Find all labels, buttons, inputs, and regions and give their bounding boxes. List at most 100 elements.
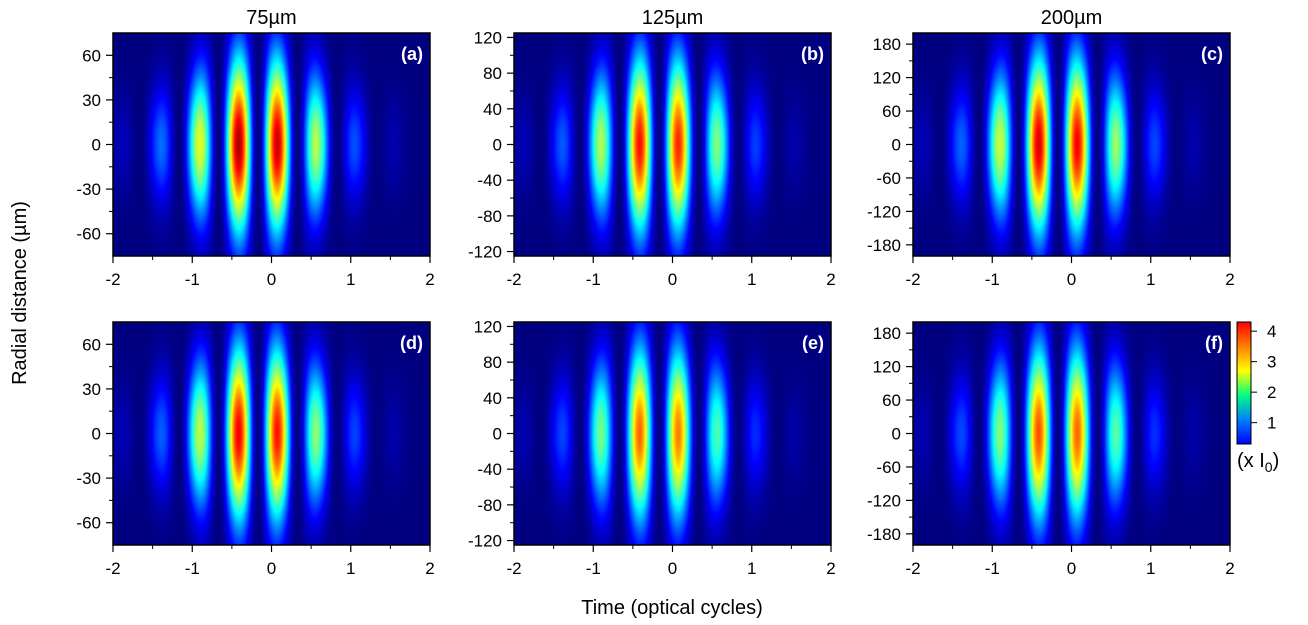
panel-label: (d) (400, 333, 423, 353)
y-tick-label: 0 (493, 136, 502, 155)
colorbar-ticks: 1 2 3 4 (1251, 322, 1276, 433)
panel-d: -2 -1 0 1 2 -60 -30 0 30 60 (d) (76, 321, 435, 578)
x-tick-label: 1 (1146, 270, 1155, 289)
panel-label: (b) (801, 44, 824, 64)
y-tick-label: 120 (873, 69, 901, 88)
heatmap-image (514, 33, 831, 256)
x-tick-label: 1 (1146, 559, 1155, 578)
colorbar-unit-subscript: 0 (1265, 459, 1273, 475)
column-title: 125µm (642, 7, 704, 29)
panel-b: -2 -1 0 1 2 -120 -80 -40 0 40 80 120 (b) 125µm (468, 7, 836, 289)
y-tick-label: 180 (873, 35, 901, 54)
heatmap-image (913, 322, 1230, 545)
colorbar-tick-label: 1 (1267, 414, 1276, 433)
y-tick-label: 30 (82, 380, 101, 399)
panel-f: -2 -1 0 1 2 -180 -120 -60 0 60 120 180 (f) (867, 321, 1235, 578)
x-tick-label: -2 (105, 559, 120, 578)
y-tick-label: -40 (477, 460, 502, 479)
panel-a: -2 -1 0 1 2 -60 -30 0 30 60 (a) 75µm (76, 7, 434, 289)
panel-c: -2 -1 0 1 2 -180 -120 -60 0 60 120 180 (c) 200µm (867, 7, 1235, 289)
y-tick-label: -180 (867, 525, 901, 544)
colorbar-gradient (1236, 321, 1252, 445)
x-tick-label: -2 (905, 559, 920, 578)
colorbar: 1 2 3 4 (x I0) (1236, 321, 1279, 475)
y-tick-label: 80 (483, 353, 502, 372)
y-tick-label: 30 (82, 91, 101, 110)
colorbar-unit-suffix: ) (1273, 450, 1280, 472)
panel-e: -2 -1 0 1 2 -120 -80 -40 0 40 80 120 (e) (468, 317, 836, 578)
x-tick-label: 2 (425, 270, 434, 289)
x-tick-label: -1 (586, 559, 601, 578)
column-title: 200µm (1041, 7, 1103, 29)
y-tick-label: -120 (867, 491, 901, 510)
x-tick-label: 0 (1067, 559, 1076, 578)
x-tick-label: 2 (1225, 559, 1234, 578)
y-tick-label: 0 (92, 136, 101, 155)
y-tick-label: 60 (82, 46, 101, 65)
panel-label: (f) (1205, 333, 1223, 353)
colorbar-tick-label: 2 (1267, 383, 1276, 402)
y-tick-label: 60 (882, 102, 901, 121)
x-tick-label: 1 (346, 559, 355, 578)
panel-label: (c) (1201, 44, 1223, 64)
y-tick-label: 0 (92, 425, 101, 444)
y-tick-label: -60 (76, 514, 101, 533)
x-tick-label: -1 (185, 559, 200, 578)
y-tick-label: -80 (477, 207, 502, 226)
x-axis-label: Time (optical cycles) (581, 597, 763, 619)
y-tick-label: -60 (76, 225, 101, 244)
y-tick-label: -40 (477, 171, 502, 190)
y-tick-label: 0 (892, 425, 901, 444)
colorbar-tick-label: 3 (1267, 353, 1276, 372)
x-tick-label: 2 (425, 559, 434, 578)
x-tick-label: 0 (1067, 270, 1076, 289)
y-tick-label: -80 (477, 496, 502, 515)
x-tick-label: -1 (586, 270, 601, 289)
y-tick-label: 0 (892, 136, 901, 155)
colorbar-tick-label: 4 (1267, 322, 1276, 341)
x-tick-label: -1 (985, 270, 1000, 289)
y-axis-label: Radial distance (µm) (9, 201, 31, 385)
y-tick-label: 60 (82, 335, 101, 354)
x-tick-label: -1 (985, 559, 1000, 578)
x-tick-label: -1 (185, 270, 200, 289)
y-tick-label: -180 (867, 236, 901, 255)
y-tick-label: 60 (882, 391, 901, 410)
colorbar-unit-prefix: (x I (1237, 450, 1265, 472)
x-tick-label: 2 (826, 270, 835, 289)
y-tick-label: 0 (493, 425, 502, 444)
heatmap-image (113, 33, 430, 256)
y-tick-label: 80 (483, 64, 502, 83)
y-tick-label: -30 (76, 469, 101, 488)
x-tick-label: 1 (747, 270, 756, 289)
y-tick-label: -60 (876, 169, 901, 188)
y-tick-label: 40 (483, 100, 502, 119)
x-tick-label: 0 (267, 270, 276, 289)
y-tick-label: 120 (873, 358, 901, 377)
y-tick-label: -60 (876, 458, 901, 477)
y-tick-label: -120 (468, 243, 502, 262)
x-tick-label: 0 (668, 270, 677, 289)
x-tick-label: -2 (506, 559, 521, 578)
heatmap-image (514, 322, 831, 545)
y-tick-label: -120 (867, 202, 901, 221)
heatmap-image (113, 322, 430, 545)
x-tick-label: 0 (668, 559, 677, 578)
x-tick-label: -2 (506, 270, 521, 289)
column-title: 75µm (246, 7, 296, 29)
panel-label: (a) (401, 44, 423, 64)
x-tick-label: -2 (105, 270, 120, 289)
heatmap-image (913, 33, 1230, 256)
colorbar-unit: (x I0) (1237, 450, 1279, 475)
x-tick-label: 0 (267, 559, 276, 578)
y-tick-label: 180 (873, 324, 901, 343)
y-tick-label: 120 (474, 317, 502, 336)
x-tick-label: 1 (747, 559, 756, 578)
x-tick-label: -2 (905, 270, 920, 289)
y-tick-label: 120 (474, 28, 502, 47)
y-tick-label: 40 (483, 389, 502, 408)
panel-label: (e) (802, 333, 824, 353)
x-tick-label: 1 (346, 270, 355, 289)
